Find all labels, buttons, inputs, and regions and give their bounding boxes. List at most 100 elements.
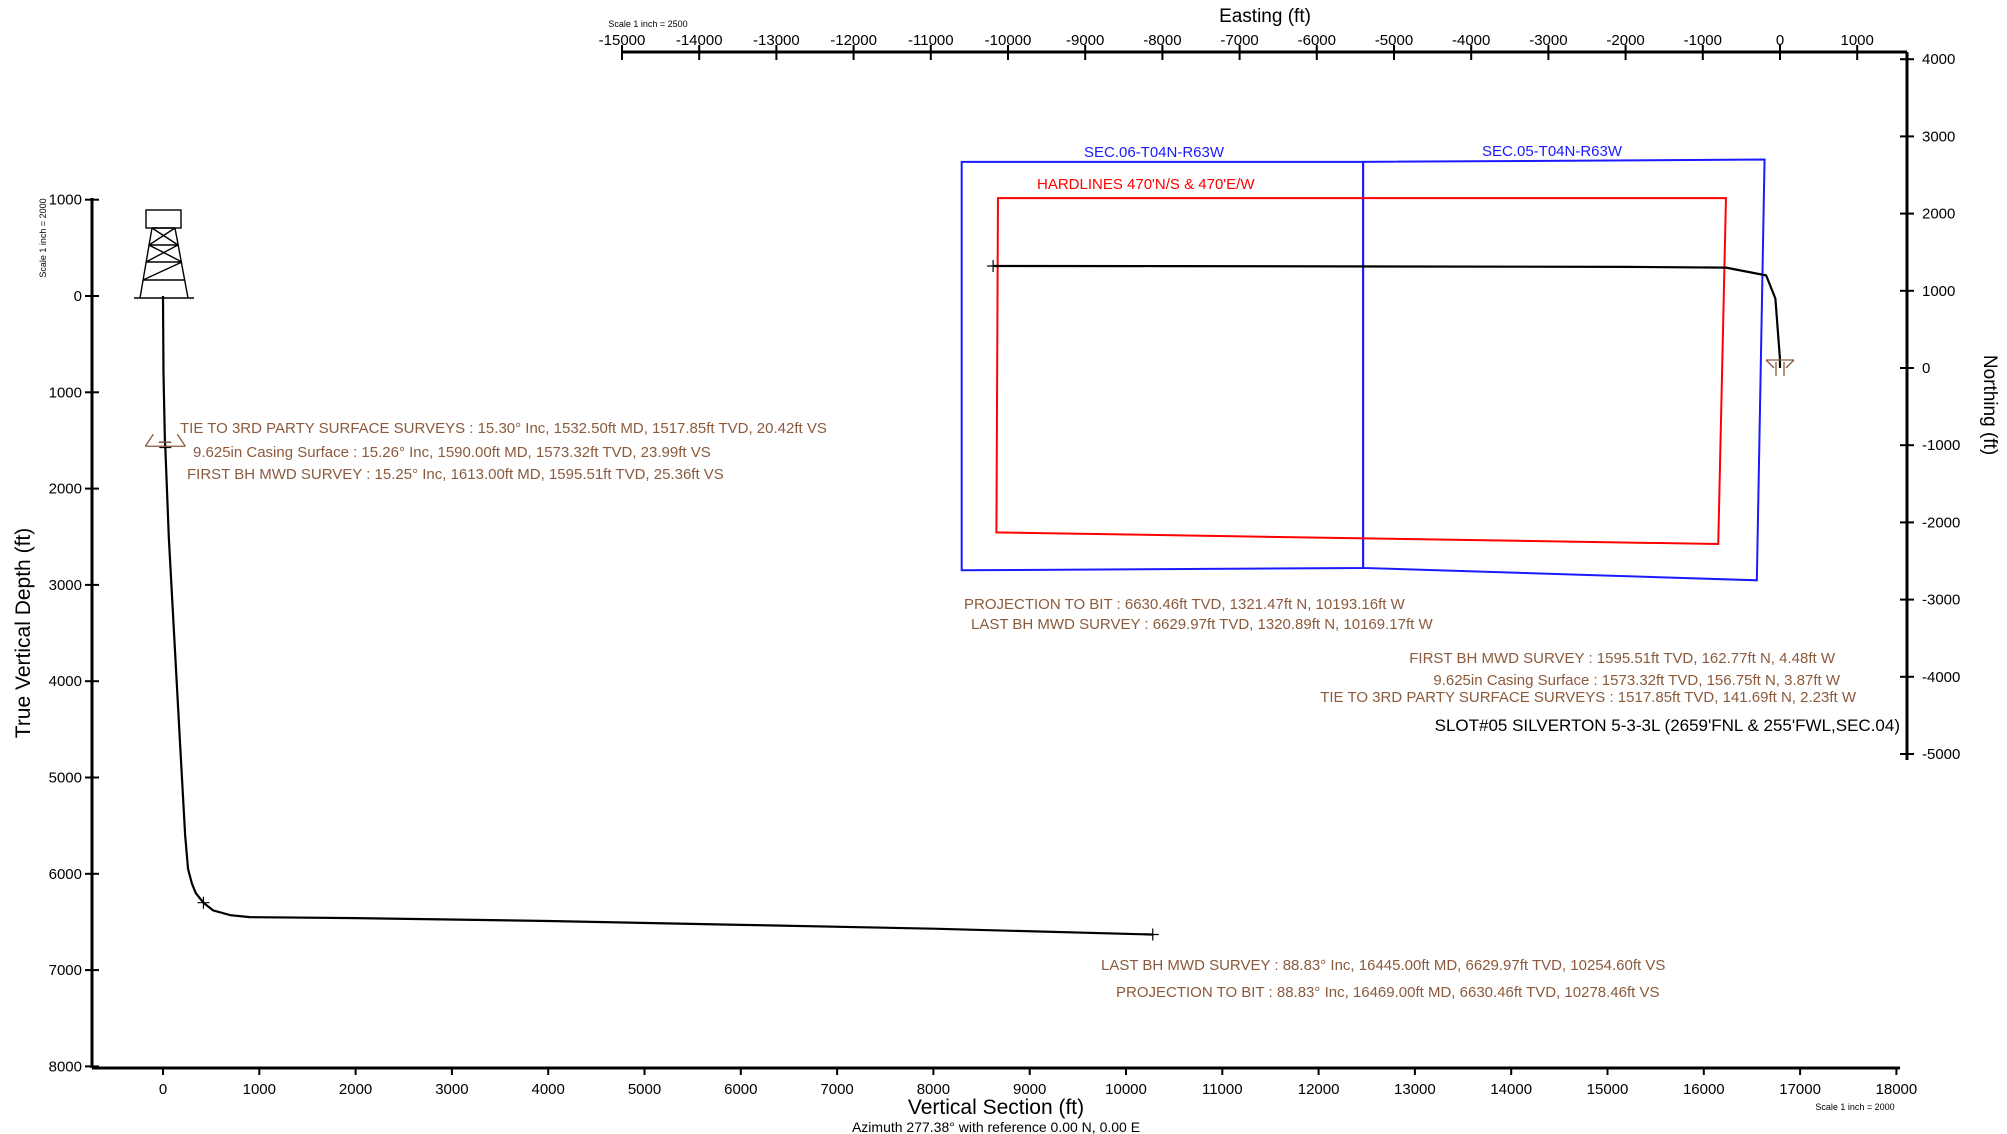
pv-y-tick-label: -3000	[1922, 592, 1960, 609]
section-boundary	[1362, 158, 1766, 582]
vs-x-tick-label: 7000	[820, 1081, 853, 1098]
hardline-label: HARDLINES 470'N/S & 470'E/W	[1037, 176, 1255, 193]
pv-x-tick-label: -9000	[1066, 32, 1104, 49]
pv-x-tick-label: -1000	[1684, 32, 1722, 49]
vs-y-tick-label: 1000	[49, 384, 82, 401]
plan-view-data	[960, 158, 1795, 582]
pv-y-tick-label: -5000	[1922, 746, 1960, 763]
pv-x-tick-label: 1000	[1841, 32, 1874, 49]
vs-x-tick-label: 6000	[724, 1081, 757, 1098]
vs-annotations: TIE TO 3RD PARTY SURFACE SURVEYS : 15.30…	[180, 420, 1665, 1001]
pv-labels: SEC.06-T04N-R63W SEC.05-T04N-R63W HARDLI…	[964, 143, 1900, 735]
pv-x-tick-label: -10000	[985, 32, 1032, 49]
vs-y-tick-label: 4000	[49, 673, 82, 690]
vs-x-tick-label: 17000	[1779, 1081, 1821, 1098]
section-boundary	[960, 160, 1365, 572]
pv-x-tick-label: -13000	[753, 32, 800, 49]
pv-y-tick-label: 1000	[1922, 283, 1955, 300]
vs-y-axis-title: True Vertical Depth (ft)	[12, 528, 35, 738]
vs-y-tick-label: 0	[74, 288, 82, 305]
vs-y-tick-label: 3000	[49, 577, 82, 594]
pv-x-tick-label: -4000	[1452, 32, 1490, 49]
vs-annotation-tie: TIE TO 3RD PARTY SURFACE SURVEYS : 15.30…	[180, 420, 827, 437]
pv-x-tick-label: -15000	[599, 32, 646, 49]
vs-x-tick-label: 1000	[243, 1081, 276, 1098]
vs-x-tick-label: 8000	[917, 1081, 950, 1098]
vs-x-tick-label: 13000	[1394, 1081, 1436, 1098]
pv-x-axis-title: Easting (ft)	[1219, 6, 1311, 27]
vs-x-tick-label: 18000	[1876, 1081, 1918, 1098]
pv-x-tick-label: -5000	[1375, 32, 1413, 49]
pv-y-ticks: 4000 3000 2000 1000 0 -1000 -2000 -3000 -4000 -50…	[1900, 51, 1960, 763]
pv-y-tick-label: -4000	[1922, 669, 1960, 686]
vs-x-tick-label: 16000	[1683, 1081, 1725, 1098]
survey-marker	[159, 441, 172, 454]
pv-x-tick-label: -2000	[1606, 32, 1644, 49]
pv-annotation-first-mwd: FIRST BH MWD SURVEY : 1595.51ft TVD, 162…	[1409, 650, 1836, 667]
survey-marker	[1146, 928, 1159, 941]
pv-x-tick-label: -11000	[908, 32, 954, 49]
pv-x-tick-label: -12000	[830, 32, 877, 49]
vertical-section-data	[144, 295, 1159, 941]
casing-shoe-symbol	[144, 433, 186, 447]
vs-x-tick-label: 10000	[1105, 1081, 1147, 1098]
vs-annotation-last-mwd: LAST BH MWD SURVEY : 88.83° Inc, 16445.0…	[1101, 957, 1665, 974]
vs-x-tick-label: 4000	[532, 1081, 565, 1098]
vertical-section-axes: 0 1000 2000 3000 4000 5000 6000 7000 8000 9000 100…	[12, 192, 1917, 1134]
pv-x-tick-label: -6000	[1298, 32, 1336, 49]
survey-marker	[197, 896, 210, 909]
pv-scale-note: Scale 1 inch = 2500	[608, 19, 687, 29]
vs-annotation-casing: 9.625in Casing Surface : 15.26° Inc, 159…	[193, 444, 711, 461]
derrick-icon	[134, 209, 194, 299]
vs-y-ticks: 1000 0 1000 2000 3000 4000 5000 6000 7000 8000	[49, 192, 99, 1075]
pv-y-tick-label: 2000	[1922, 206, 1955, 223]
pv-y-tick-label: -1000	[1922, 437, 1960, 454]
pv-x-tick-label: -8000	[1143, 32, 1181, 49]
well-name-label: SLOT#05 SILVERTON 5-3-3L (2659'FNL & 255…	[1435, 716, 1900, 735]
vs-x-tick-label: 3000	[435, 1081, 468, 1098]
vs-x-axis-title: Vertical Section (ft)	[908, 1096, 1084, 1119]
bit-marker	[987, 260, 1000, 273]
vs-x-tick-label: 5000	[628, 1081, 661, 1098]
pv-y-tick-label: 3000	[1922, 128, 1955, 145]
vs-x-tick-label: 15000	[1587, 1081, 1629, 1098]
vs-y-tick-label: 7000	[49, 962, 82, 979]
vs-y-tick-label: 5000	[49, 770, 82, 787]
pv-annotation-last-mwd: LAST BH MWD SURVEY : 6629.97ft TVD, 1320…	[971, 616, 1433, 633]
pv-y-tick-label: -2000	[1922, 514, 1960, 531]
vs-subtitle: Azimuth 277.38° with reference 0.00 N, 0…	[852, 1119, 1140, 1134]
vs-annotation-bit: PROJECTION TO BIT : 88.83° Inc, 16469.00…	[1116, 984, 1660, 1001]
vs-x-ticks: 0 1000 2000 3000 4000 5000 6000 7000 8000 9000 100…	[159, 1068, 1917, 1098]
vs-x-tick-label: 9000	[1013, 1081, 1046, 1098]
vs-x-tick-label: 11000	[1202, 1081, 1243, 1098]
plan-view-axes: -15000 -14000 -13000 -12000 -11000 -10000 -900…	[599, 6, 2000, 763]
pv-y-tick-label: 4000	[1922, 51, 1955, 68]
vs-x-tick-label: 2000	[339, 1081, 372, 1098]
section-label-sec06: SEC.06-T04N-R63W	[1084, 144, 1225, 161]
pv-x-ticks: -15000 -14000 -13000 -12000 -11000 -10000 -900…	[599, 32, 1874, 60]
well-path-plan-view	[993, 264, 1782, 369]
vs-y-tick-label: 2000	[49, 481, 82, 498]
vs-y-tick-label: 1000	[49, 192, 82, 209]
pv-annotation-tie: TIE TO 3RD PARTY SURFACE SURVEYS : 1517.…	[1320, 689, 1857, 706]
vs-annotation-first-mwd: FIRST BH MWD SURVEY : 15.25° Inc, 1613.0…	[187, 466, 724, 483]
vs-x-tick-label: 12000	[1298, 1081, 1340, 1098]
vs-scale-note-x: Scale 1 inch = 2000	[1815, 1102, 1894, 1112]
vs-x-tick-label: 0	[159, 1081, 167, 1098]
surface-location-symbol	[1765, 359, 1795, 376]
vs-y-tick-label: 6000	[49, 866, 82, 883]
pv-y-tick-label: 0	[1922, 360, 1930, 377]
pv-annotation-casing: 9.625in Casing Surface : 1573.32ft TVD, …	[1433, 672, 1840, 689]
vs-scale-note-y: Scale 1 inch = 2000	[38, 198, 48, 277]
pv-y-axis-title: Northing (ft)	[1979, 355, 2000, 455]
vs-x-tick-label: 14000	[1490, 1081, 1532, 1098]
pv-x-tick-label: -7000	[1220, 32, 1258, 49]
hardline-boundary	[995, 197, 1727, 546]
vs-y-tick-label: 8000	[49, 1058, 82, 1075]
pv-x-tick-label: -14000	[676, 32, 723, 49]
section-label-sec05: SEC.05-T04N-R63W	[1482, 143, 1623, 160]
pv-x-tick-label: 0	[1776, 32, 1784, 49]
pv-annotation-bit: PROJECTION TO BIT : 6630.46ft TVD, 1321.…	[964, 596, 1406, 613]
pv-x-tick-label: -3000	[1529, 32, 1567, 49]
